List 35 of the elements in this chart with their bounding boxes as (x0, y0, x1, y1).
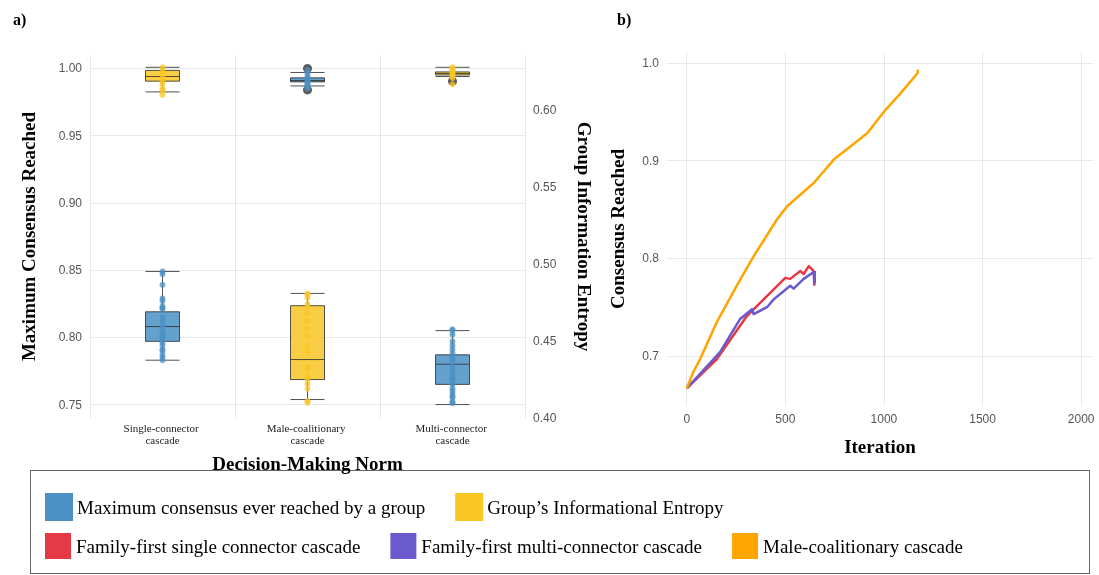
y2-tick-label: 0.50 (533, 257, 557, 272)
legend-label: Maximum consensus ever reached by a group (77, 496, 426, 518)
y-axis-title: Maximum Consensus Reached (18, 111, 39, 362)
legend-label: Family-first single connector cascade (76, 535, 361, 557)
y-tick-label: 0.80 (58, 330, 83, 345)
x-tick-label: Single-connector cascade (123, 422, 202, 446)
x-axis-title: Iteration (844, 436, 917, 457)
chart-title: b) (617, 10, 632, 29)
y-axis-title: Consensus Reached (607, 148, 628, 309)
x-tick-label: 1500 (969, 412, 997, 426)
y2-tick-label: 0.60 (533, 103, 557, 118)
y2-tick-label: 0.55 (533, 180, 557, 195)
x-axis-title: Decision-Making Norm (212, 453, 403, 474)
x-tick-label: Multi-connector cascade (415, 422, 490, 446)
x-tick-label: 500 (775, 412, 796, 426)
legend-label: Family-first multi-connector cascade (421, 535, 703, 557)
y-tick-label: 0.75 (58, 397, 83, 412)
x-tick-label: Male-coalitionary cascade (266, 422, 349, 446)
y-tick-label: 0.85 (58, 263, 83, 278)
legend-label: Male-coalitionary cascade (763, 535, 963, 557)
y2-tick-label: 0.40 (533, 411, 557, 425)
y-tick-label: 1.0 (642, 55, 660, 70)
chart-title: a) (13, 10, 27, 29)
y2-tick-label: 0.45 (533, 334, 557, 349)
y-tick-label: 0.9 (642, 153, 660, 168)
x-tick-label: 0 (683, 412, 691, 426)
y-tick-label: 0.8 (642, 251, 660, 266)
y2-axis-title: Group Information Entropy (574, 121, 595, 352)
legend-label: Group’s Informational Entropy (487, 496, 725, 518)
x-tick-label: 1000 (870, 412, 898, 426)
y-tick-label: 0.90 (58, 195, 83, 210)
y-tick-label: 1.00 (58, 61, 83, 76)
y-tick-label: 0.95 (58, 128, 83, 143)
x-tick-label: 2000 (1067, 412, 1095, 426)
y-tick-label: 0.7 (642, 349, 660, 364)
